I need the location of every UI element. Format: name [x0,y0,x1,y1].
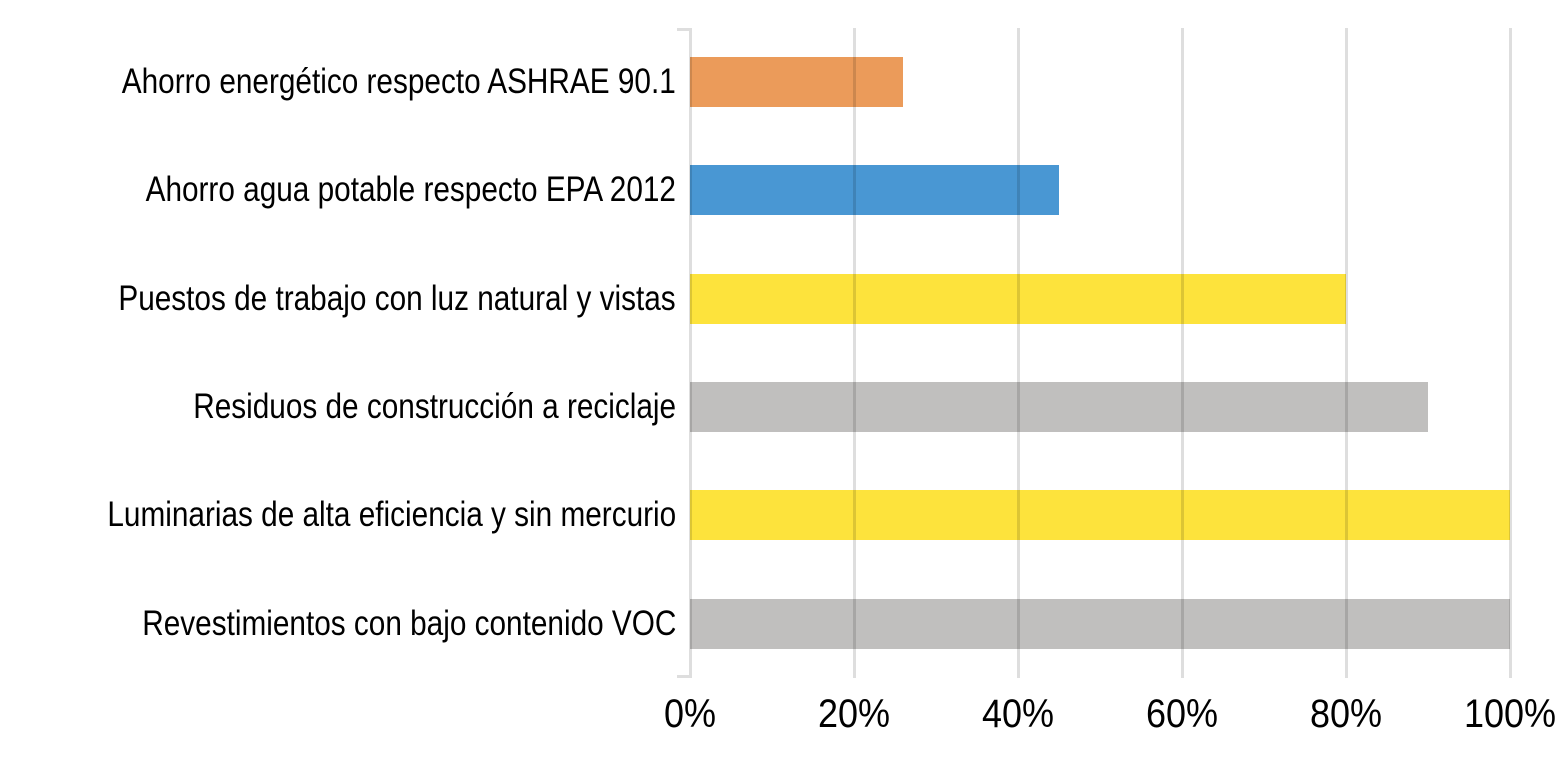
x-tick-label: 40% [981,692,1055,736]
gridline-80% [1344,28,1348,678]
bars-container [690,28,1510,678]
plot-area [676,28,1512,678]
bar-1 [690,57,904,108]
category-label-text: Residuos de construcción a reciclaje [193,386,676,426]
bar-slot [690,136,1510,244]
category-label: Revestimientos con bajo contenido VOC [0,570,676,678]
category-label-text: Puestos de trabajo con luz natural y vis… [118,278,676,318]
x-tick-label: 20% [817,692,891,736]
bar-3 [690,273,1346,324]
gridline-20% [852,28,856,678]
category-label: Ahorro energético respecto ASHRAE 90.1 [0,28,676,136]
gridline-60% [1180,28,1184,678]
bar-4 [690,382,1428,433]
category-label-text: Revestimientos con bajo contenido VOC [141,603,676,643]
category-label-text: Luminarias de alta eficiencia y sin merc… [107,495,676,535]
category-axis: Ahorro energético respecto ASHRAE 90.1 Ah… [0,28,676,678]
bar-slot [690,570,1510,678]
category-label-text: Ahorro energético respecto ASHRAE 90.1 [121,61,676,101]
gridline-40% [1016,28,1020,678]
bar-slot [690,245,1510,353]
bar-slot [690,461,1510,569]
x-axis: 0% 20% 40% 60% 80% 100% [664,692,1556,754]
category-label-text: Ahorro agua potable respecto EPA 2012 [145,170,676,210]
bar-5 [690,490,1510,541]
x-tick-label: 100% [1463,692,1557,736]
x-tick-label: 60% [1145,692,1219,736]
x-tick-label: 80% [1309,692,1383,736]
gridline-100% [1508,28,1512,678]
category-label: Ahorro agua potable respecto EPA 2012 [0,136,676,244]
x-tick-label: 0% [663,692,717,736]
category-label: Residuos de construcción a reciclaje [0,353,676,461]
gridline-0% [676,28,692,678]
bar-2 [690,165,1059,216]
bar-6 [690,598,1510,649]
category-label: Luminarias de alta eficiencia y sin merc… [0,461,676,569]
bar-slot [690,28,1510,136]
bar-slot [690,353,1510,461]
category-label: Puestos de trabajo con luz natural y vis… [0,245,676,353]
